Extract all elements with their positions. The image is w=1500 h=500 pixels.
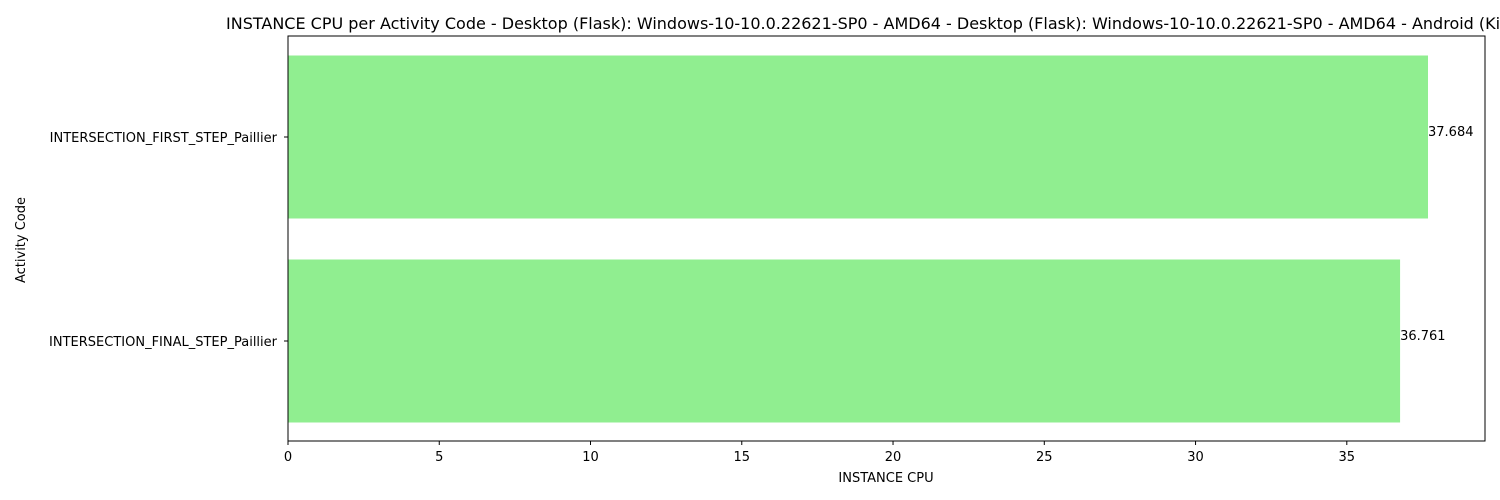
x-tick-label: 25 — [1036, 450, 1053, 465]
bar — [288, 259, 1401, 423]
x-tick-label: 5 — [435, 450, 443, 465]
plot-frame — [287, 35, 1486, 442]
chart-title: INSTANCE CPU per Activity Code - Desktop… — [226, 14, 1500, 33]
x-tick-label: 35 — [1339, 450, 1356, 465]
x-tick-label: 0 — [284, 450, 292, 465]
x-tick-label: 20 — [885, 450, 902, 465]
bar-value-label: 36.761 — [1400, 329, 1446, 344]
bar — [288, 55, 1428, 219]
x-tick-label: 30 — [1187, 450, 1204, 465]
y-tick-label: INTERSECTION_FINAL_STEP_Paillier — [49, 335, 278, 350]
x-tick-label: 10 — [582, 450, 599, 465]
x-tick-label: 15 — [734, 450, 751, 465]
bar-value-label: 37.684 — [1428, 125, 1474, 140]
y-tick-label: INTERSECTION_FIRST_STEP_Paillier — [50, 131, 278, 146]
x-axis-label: INSTANCE CPU — [838, 471, 933, 486]
y-axis-label: Activity Code — [14, 197, 29, 283]
